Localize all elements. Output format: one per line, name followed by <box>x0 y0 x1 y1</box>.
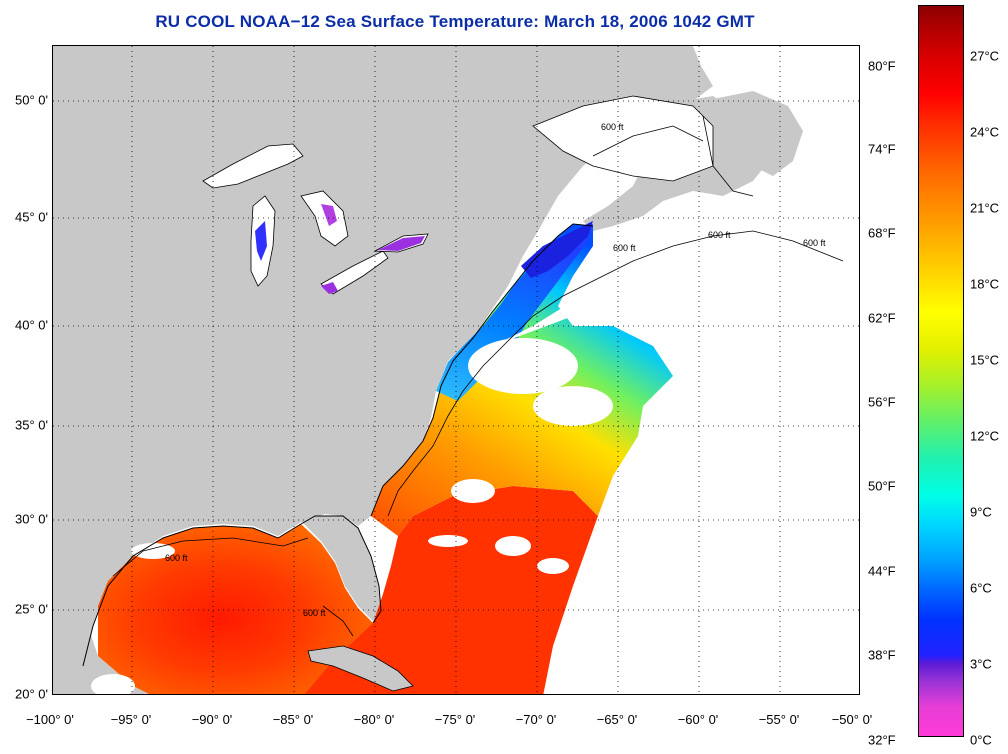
lon-label-100: −100° 0' <box>26 712 74 727</box>
lon-label-50: −50° 0' <box>831 712 873 727</box>
graticule <box>53 46 859 694</box>
lon-label-65: −65° 0' <box>596 712 638 727</box>
colorbar-f-label-74: 74°F <box>868 141 896 157</box>
north-america-land <box>53 46 713 694</box>
great-lakes <box>202 143 429 295</box>
lake-ontario-sst <box>378 236 425 251</box>
colorbar-f-label-50: 50°F <box>868 478 896 494</box>
temperature-colorbar <box>918 5 964 737</box>
colorbar-c-label-21: 21°C <box>970 200 1000 216</box>
lon-label-55: −55° 0' <box>758 712 800 727</box>
colorbar-f-label-38: 38°F <box>868 647 896 663</box>
lon-label-70: −70° 0' <box>515 712 557 727</box>
lon-label-90: −90° 0' <box>191 712 233 727</box>
depth-label-2: 600 ft <box>165 553 188 563</box>
depth-label-6: 600 ft <box>303 608 326 618</box>
depth-label-1: 600 ft <box>601 122 624 132</box>
depth-contours <box>112 115 844 637</box>
cuba-land <box>307 645 414 692</box>
depth-label-5: 600 ft <box>803 238 826 248</box>
lon-label-95: −95° 0' <box>110 712 152 727</box>
colorbar-c-label-6: 6°C <box>970 580 992 596</box>
florida-land <box>301 516 381 621</box>
gulf-sst <box>98 524 373 694</box>
depth-label-3: 600 ft <box>613 243 636 253</box>
colorbar-f-label-62: 62°F <box>868 310 896 326</box>
colorbar-c-label-12: 12°C <box>970 428 1000 444</box>
us-coastline <box>370 223 594 517</box>
colorbar-c-label-24: 24°C <box>970 124 1000 140</box>
colorbar-c-label-3: 3°C <box>970 656 992 672</box>
mexico-land <box>53 606 149 694</box>
lake-erie <box>320 250 389 295</box>
sst-map-svg: 600 ft 600 ft 600 ft 600 ft 600 ft 600 f… <box>53 46 859 694</box>
cloud-cover <box>91 266 859 694</box>
colorbar-c-label-0: 0°C <box>970 732 992 748</box>
colorbar-c-label-18: 18°C <box>970 276 1000 292</box>
gulf-of-maine-sst <box>521 221 593 278</box>
lat-label-35: 35° 0' <box>15 417 48 433</box>
lat-label-20: 20° 0' <box>15 686 48 702</box>
colorbar-c-label-15: 15°C <box>970 352 1000 368</box>
sst-map: 600 ft 600 ft 600 ft 600 ft 600 ft 600 f… <box>52 45 860 695</box>
colorbar-f-label-32: 32°F <box>868 732 896 748</box>
lon-label-80: −80° 0' <box>353 712 395 727</box>
colorbar-c-label-27: 27°C <box>970 48 1000 64</box>
map-title: RU COOL NOAA−12 Sea Surface Temperature:… <box>155 12 755 31</box>
lon-label-85: −85° 0' <box>272 712 314 727</box>
lake-erie-sst <box>321 282 338 294</box>
caribbean-sst <box>304 486 598 694</box>
lake-superior <box>202 143 304 189</box>
colorbar-f-label-68: 68°F <box>868 225 896 241</box>
lon-label-75: −75° 0' <box>434 712 476 727</box>
lat-label-50: 50° 0' <box>15 92 48 108</box>
lat-label-25: 25° 0' <box>15 601 48 617</box>
lake-huron <box>300 190 349 247</box>
colorbar-c-label-9: 9°C <box>970 504 992 520</box>
lake-michigan-sst <box>255 221 267 261</box>
colorbar-f-label-44: 44°F <box>868 563 896 579</box>
lat-label-40: 40° 0' <box>15 317 48 333</box>
lat-label-45: 45° 0' <box>15 209 48 225</box>
colorbar-f-label-80: 80°F <box>868 58 896 74</box>
colorbar-f-label-56: 56°F <box>868 394 896 410</box>
lon-label-60: −60° 0' <box>677 712 719 727</box>
lake-huron-sst <box>321 204 337 226</box>
newfoundland-land <box>703 91 803 176</box>
lat-label-30: 30° 0' <box>15 511 48 527</box>
depth-label-4: 600 ft <box>708 230 731 240</box>
